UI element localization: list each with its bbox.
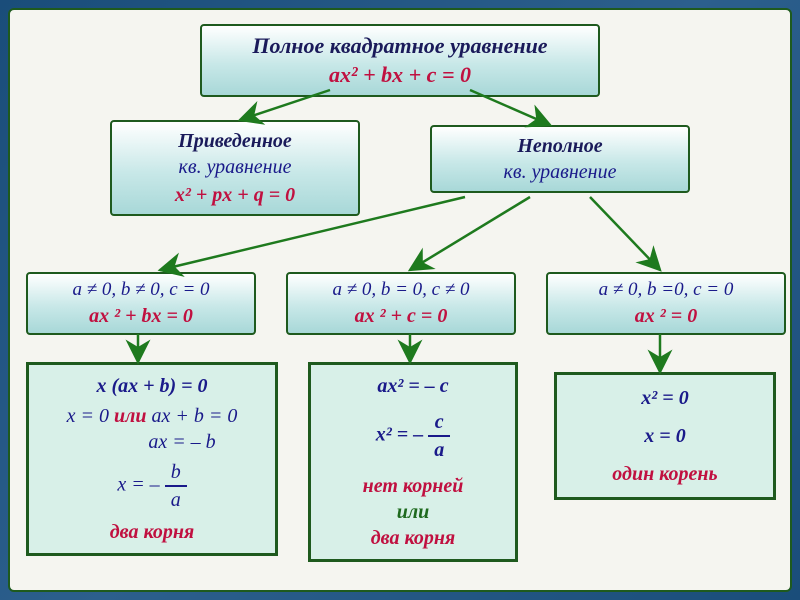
sol1-frac: ba [165, 459, 187, 513]
sol3-result: один корень [565, 461, 765, 487]
reduced-box: Приведенное кв. уравнение x² + px + q = … [110, 120, 360, 216]
root-formula: ax² + bx + c = 0 [212, 61, 588, 90]
root-box: Полное квадратное уравнение ax² + bx + c… [200, 24, 600, 97]
reduced-formula: x² + px + q = 0 [122, 182, 348, 208]
sol1-l2c: ax + b = 0 [147, 405, 238, 427]
solution3-box: x² = 0 x = 0 один корень [554, 372, 776, 500]
case2-cond: a ≠ 0, b = 0, c ≠ 0 [294, 278, 508, 303]
sol1-line4: x = – ba [33, 459, 271, 513]
main-frame: Полное квадратное уравнение ax² + bx + c… [8, 8, 792, 592]
sol2-or: или [317, 499, 509, 525]
sol1-l4-prefix: x = – [117, 474, 164, 496]
case2-formula: ax ² + c = 0 [294, 303, 508, 329]
sol2-res2: два корня [317, 525, 509, 551]
sol1-line1: x (ax + b) = 0 [33, 373, 271, 399]
sol2-line2: x² = – ca [317, 409, 509, 463]
sol2-line1: ax² = – c [317, 373, 509, 399]
root-title: Полное квадратное уравнение [212, 32, 588, 61]
sol3-line1: x² = 0 [565, 385, 765, 411]
incomplete-line2: кв. уравнение [442, 159, 678, 185]
sol1-frac-num: b [165, 459, 187, 487]
sol2-frac-den: a [428, 437, 450, 463]
sol1-l2a: x = 0 [67, 405, 114, 427]
sol2-frac: ca [428, 409, 450, 463]
solution2-box: ax² = – c x² = – ca нет корней или два к… [308, 362, 518, 562]
sol1-result: два корня [33, 519, 271, 545]
case1-box: a ≠ 0, b ≠ 0, c = 0 ax ² + bx = 0 [26, 272, 256, 335]
reduced-line1: Приведенное [122, 128, 348, 154]
sol2-frac-num: c [428, 409, 450, 437]
case2-box: a ≠ 0, b = 0, c ≠ 0 ax ² + c = 0 [286, 272, 516, 335]
solution1-box: x (ax + b) = 0 x = 0 или ax + b = 0 ax =… [26, 362, 278, 556]
sol3-line2: x = 0 [565, 423, 765, 449]
case3-formula: ax ² = 0 [554, 303, 778, 329]
incomplete-line1: Неполное [442, 133, 678, 159]
sol1-line3: ax = – b [33, 429, 271, 455]
incomplete-box: Неполное кв. уравнение [430, 125, 690, 193]
sol1-l2b: или [114, 405, 147, 427]
sol1-frac-den: a [165, 487, 187, 513]
case3-box: a ≠ 0, b =0, c = 0 ax ² = 0 [546, 272, 786, 335]
sol2-l2-prefix: x² = – [376, 424, 428, 446]
case1-cond: a ≠ 0, b ≠ 0, c = 0 [34, 278, 248, 303]
case1-formula: ax ² + bx = 0 [34, 303, 248, 329]
reduced-line2: кв. уравнение [122, 154, 348, 180]
sol2-res1: нет корней [317, 473, 509, 499]
sol1-line2: x = 0 или ax + b = 0 [33, 403, 271, 429]
case3-cond: a ≠ 0, b =0, c = 0 [554, 278, 778, 303]
